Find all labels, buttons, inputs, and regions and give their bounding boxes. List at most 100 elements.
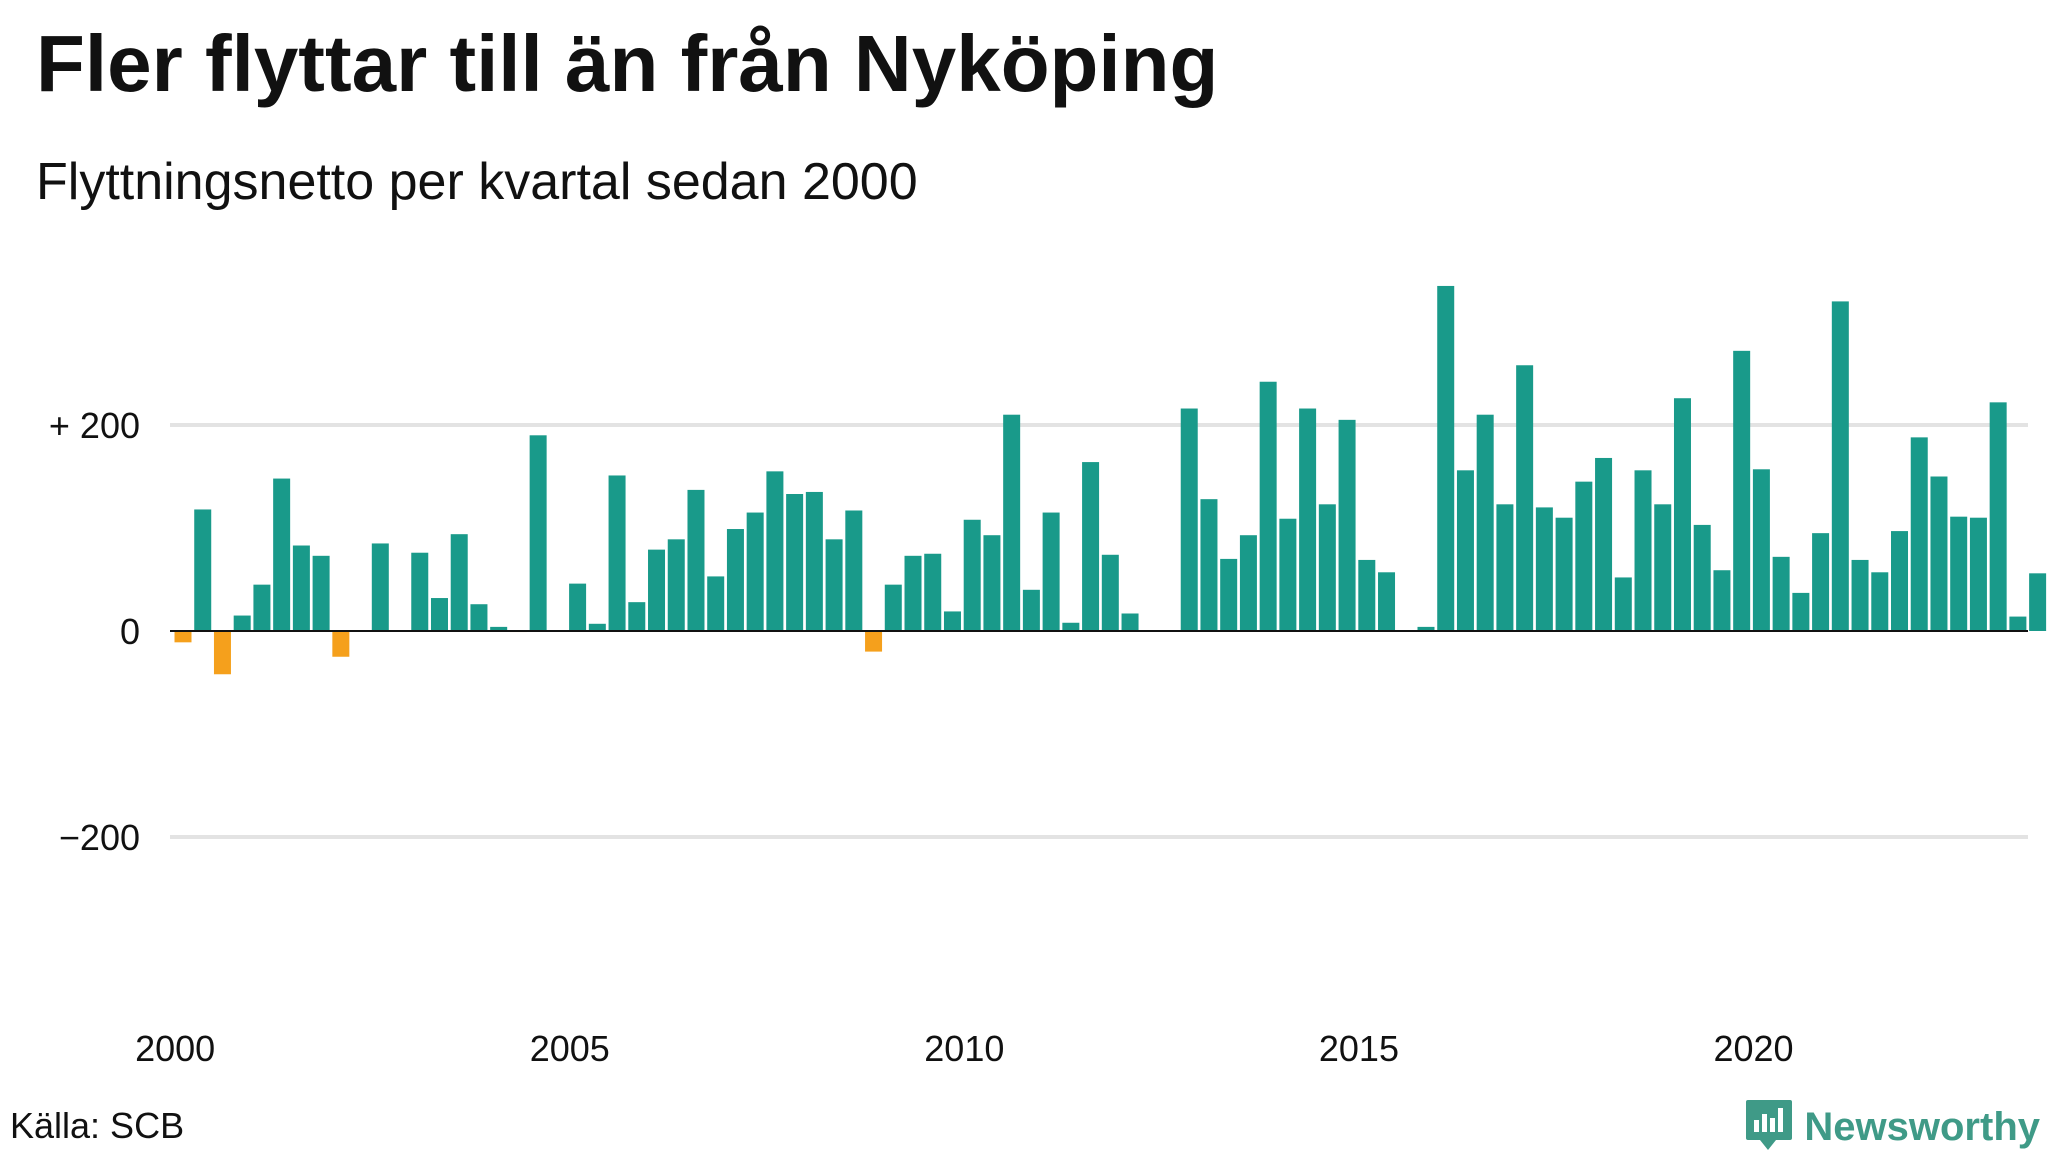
bar bbox=[1556, 518, 1573, 631]
bar bbox=[214, 631, 231, 674]
x-axis-ticks: 2000 2005 2010 2015 2020 bbox=[135, 1028, 1793, 1069]
bar bbox=[1437, 286, 1454, 631]
bar bbox=[1595, 458, 1612, 631]
bar bbox=[530, 435, 547, 631]
bar bbox=[648, 550, 665, 631]
bar bbox=[313, 556, 330, 631]
bar bbox=[1852, 560, 1869, 631]
bar bbox=[431, 598, 448, 631]
bar bbox=[944, 611, 961, 631]
bar bbox=[687, 490, 704, 631]
bar bbox=[1516, 365, 1533, 631]
bar bbox=[707, 576, 724, 631]
bar bbox=[1832, 301, 1849, 631]
bar bbox=[1102, 555, 1119, 631]
bar bbox=[1575, 482, 1592, 631]
bar bbox=[569, 584, 586, 631]
brand-name: Newsworthy bbox=[1804, 1105, 2040, 1150]
bar bbox=[1181, 409, 1198, 631]
x-tick-label: 2015 bbox=[1319, 1028, 1399, 1069]
bar bbox=[1635, 470, 1652, 631]
bars bbox=[175, 286, 2048, 674]
bar bbox=[1536, 507, 1553, 631]
bar bbox=[983, 535, 1000, 631]
bar bbox=[1950, 517, 1967, 631]
bar bbox=[1713, 570, 1730, 631]
y-tick-label: 0 bbox=[120, 611, 140, 652]
x-tick-label: 2010 bbox=[924, 1028, 1004, 1069]
bar bbox=[1358, 560, 1375, 631]
bar bbox=[1792, 593, 1809, 631]
bar bbox=[1279, 519, 1296, 631]
bar bbox=[1023, 590, 1040, 631]
newsworthy-logo-icon bbox=[1744, 1098, 1794, 1157]
bar bbox=[332, 631, 349, 657]
bar bbox=[1319, 504, 1336, 631]
bar bbox=[1082, 462, 1099, 631]
bar bbox=[1477, 415, 1494, 631]
brand-logo: Newsworthy bbox=[1744, 1098, 2040, 1157]
bar bbox=[845, 510, 862, 631]
bar bbox=[1674, 398, 1691, 631]
bar bbox=[1654, 504, 1671, 631]
bar bbox=[1773, 557, 1790, 631]
bar bbox=[1043, 513, 1060, 631]
bar bbox=[175, 631, 192, 642]
bar bbox=[964, 520, 981, 631]
bar bbox=[1615, 577, 1632, 631]
bar bbox=[1240, 535, 1257, 631]
y-axis-ticks: + 200 0 −200 bbox=[49, 405, 140, 858]
bar bbox=[2009, 617, 2026, 631]
bar bbox=[1003, 415, 1020, 631]
bar bbox=[1753, 469, 1770, 631]
bar bbox=[372, 543, 389, 631]
bar bbox=[1871, 572, 1888, 631]
bar bbox=[609, 475, 626, 631]
bar bbox=[1891, 531, 1908, 631]
source-note: Källa: SCB bbox=[10, 1105, 184, 1147]
bar bbox=[806, 492, 823, 631]
y-tick-label: −200 bbox=[59, 817, 140, 858]
bar bbox=[589, 624, 606, 631]
x-tick-label: 2005 bbox=[530, 1028, 610, 1069]
x-tick-label: 2020 bbox=[1713, 1028, 1793, 1069]
bar bbox=[1733, 351, 1750, 631]
bar bbox=[727, 529, 744, 631]
bar bbox=[1457, 470, 1474, 631]
bar bbox=[194, 509, 211, 631]
bar bbox=[747, 513, 764, 631]
bar bbox=[628, 602, 645, 631]
bar bbox=[786, 494, 803, 631]
bar bbox=[1122, 613, 1139, 631]
bar bbox=[1496, 504, 1513, 631]
bar bbox=[273, 479, 290, 631]
bar bbox=[1911, 437, 1928, 631]
bar bbox=[826, 539, 843, 631]
bar bbox=[411, 553, 428, 631]
bar bbox=[234, 616, 251, 631]
bar bbox=[1990, 402, 2007, 631]
bar bbox=[2029, 573, 2046, 631]
bar bbox=[668, 539, 685, 631]
bar bbox=[1378, 572, 1395, 631]
bar bbox=[766, 471, 783, 631]
bar bbox=[1339, 420, 1356, 631]
bar bbox=[1694, 525, 1711, 631]
bar bbox=[885, 585, 902, 631]
bar bbox=[1299, 409, 1316, 631]
x-tick-label: 2000 bbox=[135, 1028, 215, 1069]
bar bbox=[924, 554, 941, 631]
bar bbox=[1930, 477, 1947, 632]
bar bbox=[1062, 623, 1079, 631]
bar bbox=[1970, 518, 1987, 631]
bar bbox=[1812, 533, 1829, 631]
bar bbox=[865, 631, 882, 652]
bar bbox=[1220, 559, 1237, 631]
y-tick-label: + 200 bbox=[49, 405, 140, 446]
bar bbox=[253, 585, 270, 631]
bar bbox=[293, 546, 310, 631]
bar bbox=[470, 604, 487, 631]
bar bbox=[1200, 499, 1217, 631]
bar bbox=[905, 556, 922, 631]
